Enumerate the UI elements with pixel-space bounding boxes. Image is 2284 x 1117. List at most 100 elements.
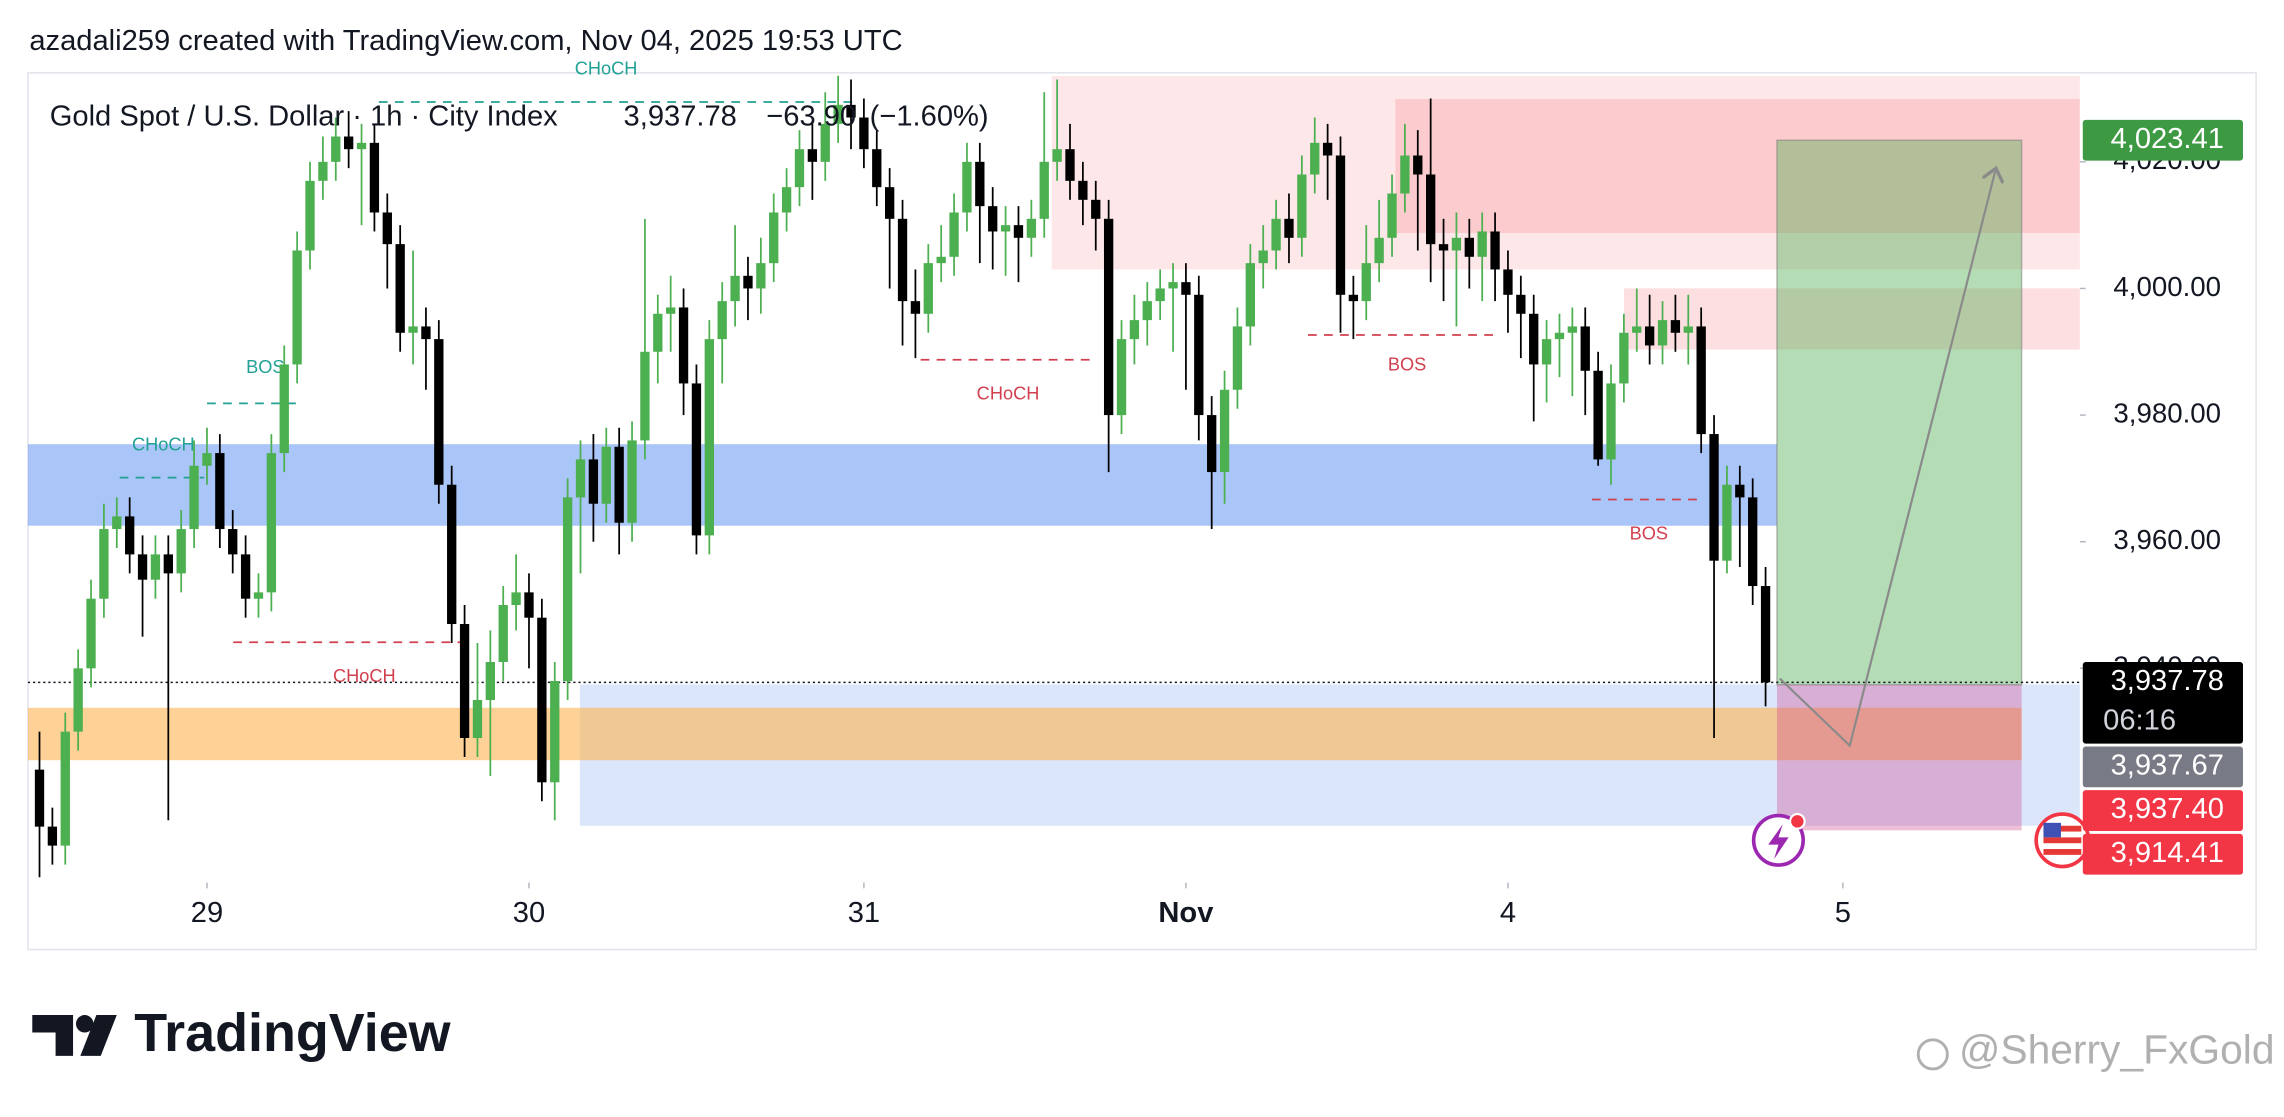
flag-icon[interactable] xyxy=(2034,812,2091,869)
candle-body xyxy=(1722,484,1732,561)
x-tick-label: Nov xyxy=(1158,897,1214,929)
candle-body xyxy=(1438,244,1449,251)
candle-body xyxy=(1219,389,1230,473)
candle-body xyxy=(240,554,251,599)
candle-body xyxy=(1696,326,1706,435)
candle-body xyxy=(434,339,444,485)
countdown: 06:16 xyxy=(2103,704,2176,736)
candle-body xyxy=(1632,326,1642,333)
candle-body xyxy=(1760,586,1771,683)
candle-body xyxy=(1065,149,1075,181)
candle-body xyxy=(962,161,972,213)
candle-body xyxy=(472,699,483,738)
candle-body xyxy=(1271,218,1281,251)
change-percent: (−1.60%) xyxy=(870,101,989,133)
candle-body xyxy=(1735,484,1745,498)
candle-body xyxy=(781,187,792,213)
annotation: CHoCH xyxy=(977,383,1040,403)
supply-zone xyxy=(1051,75,2080,270)
x-tick-label: 4 xyxy=(1500,897,1516,929)
candle-body xyxy=(575,459,586,498)
logo-mark xyxy=(80,1015,117,1056)
price-tag-label: 3,937.78 xyxy=(2111,665,2224,697)
x-tick-label: 5 xyxy=(1835,897,1851,929)
price-tag-label: 3,914.41 xyxy=(2111,837,2224,869)
structure-lines: CHoCH BOS CHoCH CHoCH CHoCH BOS BOS xyxy=(119,59,1702,686)
candle-body xyxy=(859,117,869,150)
price-tag xyxy=(2082,833,2243,875)
watermark-text: @Sherry_FxGold xyxy=(1959,1027,2275,1073)
candle-body xyxy=(163,554,173,574)
price-tag-label: 4,023.41 xyxy=(2111,123,2224,155)
event-icon-dot xyxy=(1788,812,1806,830)
candle-body xyxy=(627,440,637,523)
candle-body xyxy=(923,263,933,314)
candle-body xyxy=(1554,332,1565,340)
logo-mark xyxy=(75,1015,94,1033)
last-price: 3,937.78 xyxy=(624,101,737,133)
candle-body xyxy=(1451,237,1462,251)
event-icon[interactable] xyxy=(1751,812,1806,867)
candle-body xyxy=(1103,218,1114,416)
candle-body xyxy=(150,554,161,580)
candle-body xyxy=(640,351,650,441)
candle-body xyxy=(1683,326,1693,333)
x-tick-label: 31 xyxy=(848,897,880,929)
axes: 3,940.003,960.003,980.004,000.004,020.00… xyxy=(191,119,2243,929)
candle-body xyxy=(614,446,624,523)
candle-body xyxy=(1361,263,1371,302)
annotation: BOS xyxy=(1388,354,1426,374)
candle-body xyxy=(1400,155,1410,194)
candle-body xyxy=(1194,294,1204,416)
candle-body xyxy=(137,554,148,580)
candle-body xyxy=(666,307,676,314)
candle-body xyxy=(408,326,418,333)
candle-body xyxy=(1748,497,1758,587)
candle-body xyxy=(769,212,779,264)
candle-body xyxy=(176,529,186,574)
candle-body xyxy=(1503,269,1513,295)
candle-body xyxy=(1245,263,1255,327)
candle-body xyxy=(189,465,199,530)
candle-body xyxy=(421,326,431,340)
candle-body xyxy=(1490,231,1500,270)
brand-name: TradingView xyxy=(134,1003,451,1063)
candle-body xyxy=(1529,313,1539,365)
candle-body xyxy=(1426,174,1436,245)
flag-canton xyxy=(2043,822,2061,838)
price-tag xyxy=(2082,746,2243,788)
event-icon-bolt xyxy=(1768,824,1789,860)
candle-body xyxy=(395,244,405,333)
candle-body xyxy=(1039,161,1049,219)
candle-body xyxy=(112,516,122,530)
candle-body xyxy=(1155,288,1165,302)
candle-body xyxy=(343,136,354,150)
watermark-icon xyxy=(1916,1038,1949,1071)
price-tag-label: 3,937.40 xyxy=(2111,793,2224,825)
flag-stripe xyxy=(2043,837,2082,844)
candle-body xyxy=(601,446,611,504)
candle-body xyxy=(60,731,70,846)
candle-body xyxy=(305,180,315,251)
candle-body xyxy=(807,149,818,162)
candle-body xyxy=(884,187,895,219)
candle-body xyxy=(34,769,45,827)
annotation: CHoCH xyxy=(132,434,195,454)
brand-logo: TradingView xyxy=(32,1003,452,1063)
candles xyxy=(27,75,2080,878)
candle-body xyxy=(1322,142,1333,156)
price-tag xyxy=(2082,119,2243,161)
candle-body xyxy=(1464,237,1474,257)
candle-body xyxy=(678,307,689,384)
loss-zone xyxy=(1776,684,2022,831)
candle-body xyxy=(897,218,908,302)
candle-body xyxy=(125,516,135,555)
candle-body xyxy=(253,592,264,599)
price-tag xyxy=(2082,662,2243,744)
flag-stripe xyxy=(2043,849,2082,855)
candle-body xyxy=(447,484,457,625)
candle-body xyxy=(704,339,714,536)
candle-body xyxy=(86,598,96,669)
